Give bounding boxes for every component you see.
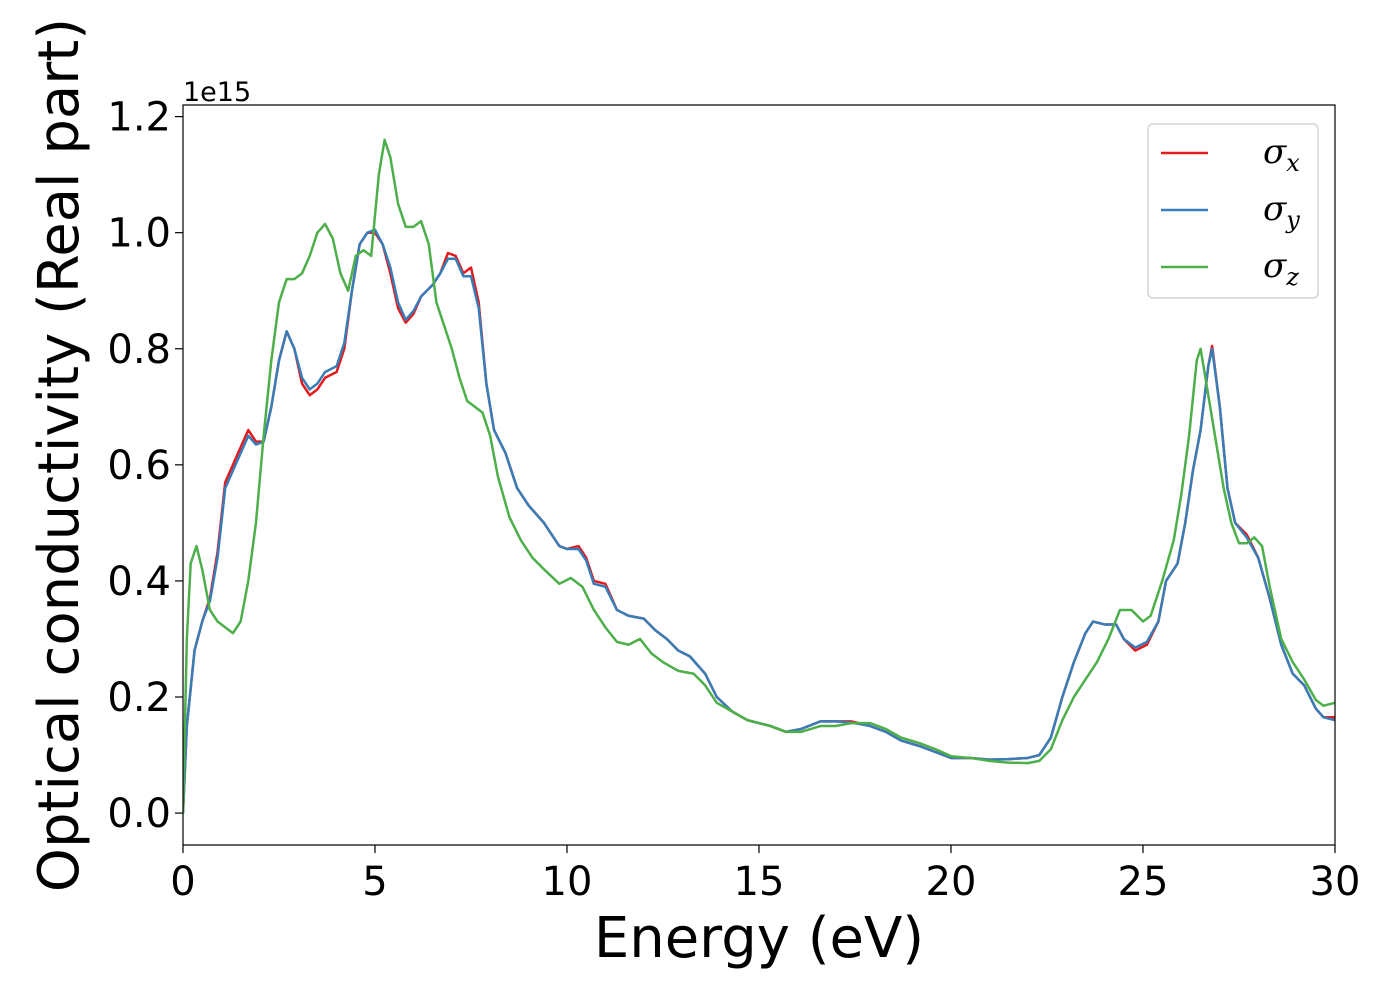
y-axis: 0.0 0.2 0.4 0.6 0.8 1.0 1.2 <box>107 95 183 837</box>
legend-entry-y: σy <box>1263 189 1300 234</box>
legend-subscript: z <box>1285 263 1299 291</box>
x-tick-label: 25 <box>1118 859 1169 905</box>
x-tick-label: 10 <box>542 859 593 905</box>
x-tick-label: 0 <box>170 859 195 905</box>
x-tick-label: 30 <box>1310 859 1361 905</box>
legend-symbol: σ <box>1263 132 1287 172</box>
series-layer <box>183 138 1335 814</box>
legend-entry-z: σz <box>1263 246 1299 291</box>
x-axis: 0 5 10 15 20 25 30 <box>170 845 1360 905</box>
series-line-z <box>183 138 1335 814</box>
legend-subscript: y <box>1285 206 1300 234</box>
y-tick-label: 0.6 <box>107 443 171 489</box>
x-tick-label: 20 <box>926 859 977 905</box>
legend-symbol: σ <box>1263 246 1287 286</box>
legend-subscript: x <box>1286 149 1300 177</box>
y-tick-label: 0.2 <box>107 675 171 721</box>
y-offset-label: 1e15 <box>183 77 251 108</box>
y-tick-label: 1.0 <box>107 211 171 257</box>
x-tick-label: 15 <box>734 859 785 905</box>
legend-box <box>1147 123 1319 299</box>
x-tick-label: 5 <box>362 859 387 905</box>
series-line-y <box>183 228 1335 814</box>
plot-area <box>182 104 1336 846</box>
y-tick-label: 0.4 <box>107 559 171 605</box>
y-tick-label: 0.8 <box>107 327 171 373</box>
x-axis-title: Energy (eV) <box>594 906 924 971</box>
legend-entry-x: σx <box>1263 132 1300 177</box>
y-axis-title: Optical conductivity (Real part) <box>27 18 92 892</box>
y-tick-label: 0.0 <box>107 791 171 837</box>
legend-symbol: σ <box>1263 189 1287 229</box>
y-tick-label: 1.2 <box>107 95 171 141</box>
